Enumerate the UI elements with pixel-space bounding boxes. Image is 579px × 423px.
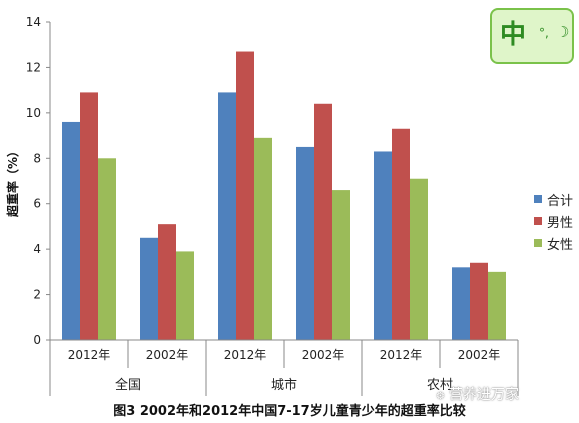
bar	[176, 251, 194, 340]
x-tick-label: 2012年	[224, 348, 267, 362]
ime-mode-label: 中	[500, 20, 527, 50]
x-group-label: 全国	[115, 377, 141, 393]
bar	[62, 121, 80, 340]
bar	[236, 51, 254, 341]
legend-label: 合计	[547, 193, 574, 209]
bar	[332, 190, 350, 340]
watermark-text: 营养进万家	[448, 387, 519, 403]
y-tick-label: 10	[26, 106, 41, 120]
legend-item: 男性	[534, 210, 573, 232]
ime-badge[interactable]: 中 °, ☽	[490, 8, 574, 64]
bar	[140, 237, 158, 340]
x-tick-label: 2012年	[380, 348, 423, 362]
moon-icon: ☽	[556, 23, 570, 41]
y-tick-label: 4	[33, 242, 41, 256]
legend-swatch	[534, 217, 542, 225]
x-tick-label: 2012年	[68, 348, 111, 362]
x-group-label: 城市	[271, 377, 297, 393]
bar	[374, 151, 392, 340]
punctuation-mode-icon: °,	[539, 26, 549, 40]
x-tick-label: 2002年	[302, 348, 345, 362]
chart-legend: 合计 男性 女性	[534, 188, 573, 254]
bar	[158, 224, 176, 340]
y-tick-label: 2	[33, 288, 41, 302]
legend-label: 男性	[547, 215, 574, 231]
chart-caption: 图3 2002年和2012年中国7-17岁儿童青少年的超重率比较	[113, 404, 466, 419]
legend-item: 女性	[534, 232, 573, 254]
bar	[80, 92, 98, 341]
legend-swatch	[534, 195, 542, 203]
bar	[98, 158, 116, 340]
legend-item: 合计	[534, 188, 573, 210]
legend-label: 女性	[547, 237, 574, 253]
legend-swatch	[534, 239, 542, 247]
x-tick-label: 2002年	[458, 348, 501, 362]
bar	[254, 137, 272, 340]
watermark: ⚙ 营养进万家	[436, 384, 519, 404]
wechat-icon: ⚙	[436, 391, 445, 402]
y-tick-label: 0	[33, 333, 41, 347]
y-tick-label: 14	[26, 15, 41, 29]
bar	[296, 146, 314, 340]
bar	[452, 267, 470, 340]
y-tick-label: 8	[33, 151, 41, 165]
bar	[314, 103, 332, 341]
bar	[470, 262, 488, 340]
x-tick-label: 2002年	[146, 348, 189, 362]
y-tick-label: 12	[26, 60, 41, 74]
y-axis-title: 超重率（%）	[5, 145, 20, 218]
y-tick-label: 6	[33, 197, 41, 211]
bar	[392, 128, 410, 340]
x-group-label: 农村	[427, 378, 453, 393]
bar	[488, 271, 506, 340]
bar	[218, 92, 236, 341]
bar	[410, 178, 428, 340]
